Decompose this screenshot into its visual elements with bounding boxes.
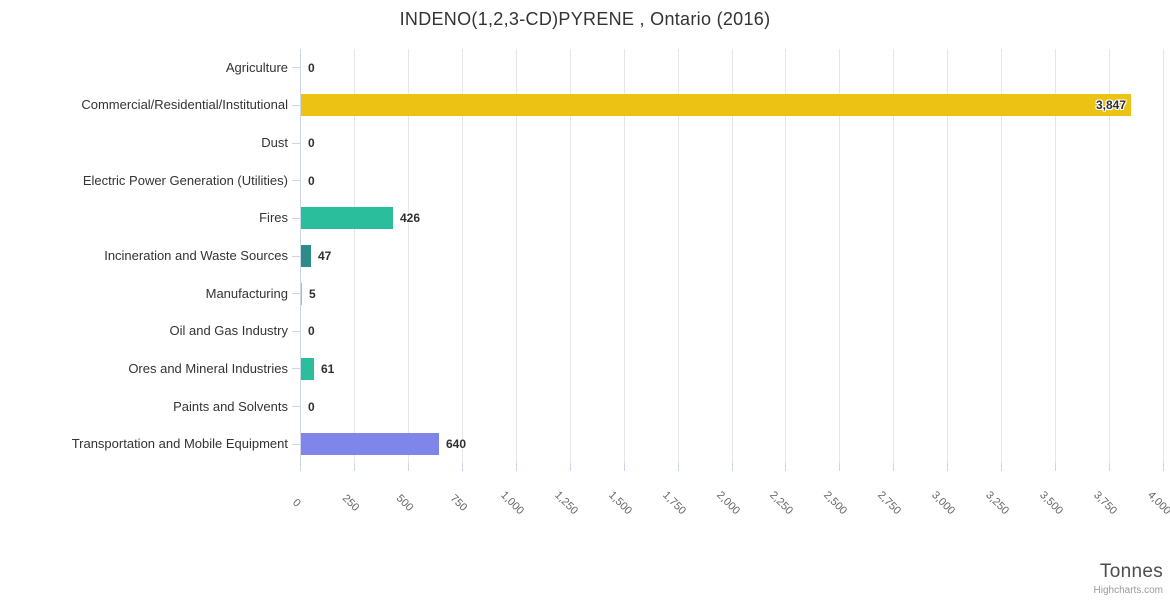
value-gridline (893, 49, 894, 463)
value-axis-tick-label: 2,000 (714, 488, 743, 517)
value-gridline (570, 49, 571, 463)
value-axis-tick-label: 1,500 (606, 488, 635, 517)
data-label: 61 (321, 361, 335, 376)
category-label: Oil and Gas Industry (169, 323, 289, 339)
value-axis-tick-label: 750 (447, 491, 470, 514)
category-axis-tick (292, 368, 300, 370)
data-label: 0 (308, 136, 315, 151)
chart-title: INDENO(1,2,3-CD)PYRENE , Ontario (2016) (399, 9, 771, 29)
value-gridline (354, 49, 355, 463)
data-label: 0 (308, 399, 315, 414)
value-axis-tick-label: 1,250 (552, 488, 581, 517)
category-axis-tick (292, 104, 300, 106)
value-axis-tick-label: 3,000 (929, 488, 958, 517)
value-gridline (1001, 49, 1002, 463)
highcharts-credits-link[interactable]: Highcharts.com (1093, 585, 1163, 596)
bar-manufacturing[interactable] (301, 282, 302, 305)
category-axis-tick (292, 406, 300, 408)
value-axis-tick (624, 463, 625, 471)
value-axis-tick-label: 3,500 (1037, 488, 1066, 517)
bar-ores-and-mineral-industries[interactable] (301, 357, 314, 380)
bar-fires[interactable] (301, 207, 393, 230)
value-axis-tick (462, 463, 463, 471)
value-axis-tick (732, 463, 733, 471)
value-axis-tick (893, 463, 894, 471)
value-axis-tick-label: 3,750 (1091, 488, 1120, 517)
value-axis-tick-label: 2,500 (821, 488, 850, 517)
value-axis-tick-label: 4,000 (1145, 488, 1170, 517)
data-label: 640 (446, 437, 467, 452)
category-axis-tick (292, 217, 300, 219)
data-label: 0 (308, 173, 315, 188)
value-axis-tick (785, 463, 786, 471)
value-gridline (839, 49, 840, 463)
value-gridline (1163, 49, 1164, 463)
value-axis-tick-label: 1,750 (660, 488, 689, 517)
value-axis-tick-label: 2,250 (767, 488, 796, 517)
value-axis-tick-label: 250 (339, 491, 362, 514)
data-label: 426 (400, 211, 421, 226)
value-axis-tick (678, 463, 679, 471)
value-axis-tick (1001, 463, 1002, 471)
value-gridline (462, 49, 463, 463)
value-axis-tick-label: 0 (290, 496, 303, 510)
category-label: Fires (259, 210, 288, 226)
value-axis-tick (947, 463, 948, 471)
value-axis-tick-label: 1,000 (498, 488, 527, 517)
value-axis-tick-label: 3,250 (983, 488, 1012, 517)
value-axis-tick (516, 463, 517, 471)
value-gridline (624, 49, 625, 463)
bar-transportation-and-mobile-equipment[interactable] (301, 433, 439, 456)
data-label: 47 (318, 249, 332, 263)
value-axis-tick-label: 2,750 (875, 488, 904, 517)
data-label: 3,847 (1096, 98, 1127, 113)
value-gridline (1055, 49, 1056, 463)
data-label: 0 (308, 60, 315, 75)
value-axis-tick (1163, 463, 1164, 471)
value-axis-tick-label: 500 (393, 491, 416, 514)
category-label: Agriculture (225, 59, 288, 75)
value-axis-tick (570, 463, 571, 471)
value-gridline (732, 49, 733, 463)
value-gridline (785, 49, 786, 463)
value-gridline (947, 49, 948, 463)
value-axis-tick (839, 463, 840, 471)
category-axis-tick (292, 330, 300, 332)
category-axis-tick (292, 255, 300, 257)
category-label: Incineration and Waste Sources (104, 248, 288, 263)
category-label: Dust (261, 135, 288, 151)
category-axis-tick (292, 180, 300, 182)
value-axis-tick (354, 463, 355, 471)
category-axis-tick (292, 293, 300, 295)
category-label: Paints and Solvents (173, 398, 288, 414)
category-label: Manufacturing (205, 285, 288, 301)
value-gridline (1109, 49, 1110, 463)
value-axis-tick (1109, 463, 1110, 471)
value-gridline (408, 49, 409, 463)
category-axis-tick (292, 67, 300, 69)
value-axis-tick (408, 463, 409, 471)
category-label: Electric Power Generation (Utilities) (82, 172, 288, 188)
category-axis-tick (292, 142, 300, 144)
category-axis-tick (292, 443, 300, 445)
category-label: Transportation and Mobile Equipment (71, 436, 288, 452)
value-gridline (516, 49, 517, 463)
data-label: 5 (309, 286, 316, 301)
category-label: Ores and Mineral Industries (128, 360, 288, 376)
value-gridline (678, 49, 679, 463)
value-axis-tick (1055, 463, 1056, 471)
value-axis-tick (300, 463, 301, 471)
category-axis-line (300, 49, 301, 463)
bar-incineration-and-waste-sources[interactable] (301, 245, 311, 267)
bar-commercial-residential-institutional[interactable] (301, 94, 1131, 117)
category-label: Commercial/Residential/Institutional (81, 97, 288, 113)
data-label: 0 (308, 324, 315, 339)
value-axis-title: Tonnes (1099, 561, 1163, 582)
